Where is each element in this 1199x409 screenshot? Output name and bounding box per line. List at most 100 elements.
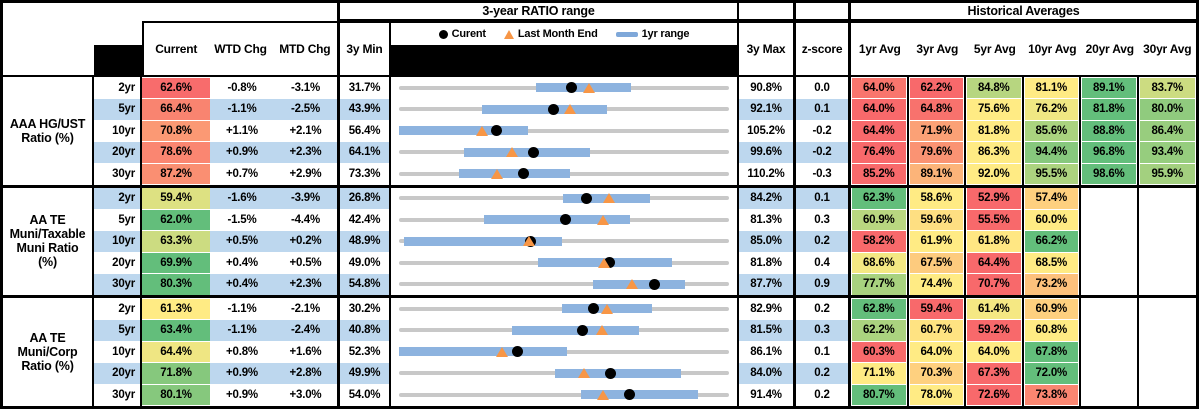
avg-value: 75.6% xyxy=(967,99,1021,120)
range-chart xyxy=(391,187,737,209)
avg-value: 79.6% xyxy=(909,142,963,163)
current-value-cell: 71.8% xyxy=(142,363,210,385)
current-value: 87.2% xyxy=(142,163,210,184)
avg-cell: 62.3% xyxy=(851,187,909,209)
avg-value: 86.4% xyxy=(1139,120,1195,141)
avg-value: 61.9% xyxy=(909,231,963,252)
current-value-cell: 59.4% xyxy=(142,188,210,210)
avg-cell xyxy=(1139,320,1197,342)
divider xyxy=(793,252,796,274)
historical-averages-title: Historical Averages xyxy=(851,3,1196,21)
tenor-label: 2yr xyxy=(94,77,142,99)
avg-value: 64.0% xyxy=(852,77,906,98)
divider xyxy=(737,273,739,295)
wtd-chg-cell: +1.1% xyxy=(226,124,258,137)
last-month-triangle xyxy=(506,147,519,158)
current-value: 69.9% xyxy=(142,252,210,273)
tenor-label: 2yr xyxy=(94,298,142,320)
avg-value: 81.8% xyxy=(967,120,1021,141)
max-3y-cell: 99.6% xyxy=(739,141,793,163)
tenor-label: 20yr xyxy=(94,252,142,274)
mtd-chg-cell: +2.8% xyxy=(274,362,337,384)
z-score-cell: 0.9 xyxy=(796,273,848,295)
mtd-chg-cell: +2.3% xyxy=(274,141,337,163)
divider xyxy=(737,252,739,274)
divider xyxy=(848,319,851,341)
divider xyxy=(337,341,340,363)
z-score-cell: 0.3 xyxy=(814,213,830,226)
avg-value: 58.6% xyxy=(909,188,963,209)
avg-cell: 89.1% xyxy=(909,163,966,185)
divider xyxy=(793,273,796,295)
avg-value: 78.0% xyxy=(909,384,963,405)
avg-value: 73.2% xyxy=(1024,274,1078,295)
avg-value: 94.4% xyxy=(1024,142,1078,163)
current-dot xyxy=(528,146,540,158)
wtd-chg-cell: +0.5% xyxy=(210,230,274,252)
legend-item-last-month: Last Month End xyxy=(503,28,598,40)
wtd-chg-cell: +0.8% xyxy=(226,345,258,358)
divider xyxy=(848,362,851,384)
range-chart xyxy=(391,77,737,99)
legend-black-band xyxy=(391,45,737,75)
last-month-triangle-icon xyxy=(503,29,514,39)
avg-cell: 73.2% xyxy=(1024,273,1081,295)
avg-value: 92.0% xyxy=(967,163,1021,184)
avg-cell: 70.7% xyxy=(966,273,1024,295)
divider xyxy=(389,21,391,75)
avg-cell: 95.5% xyxy=(1024,163,1081,185)
avg-cell xyxy=(1081,273,1139,295)
one-year-range-bar xyxy=(399,347,567,357)
avg-value: 61.8% xyxy=(967,231,1021,252)
avg-cell xyxy=(1081,252,1139,274)
avg-cell xyxy=(1081,384,1139,406)
divider xyxy=(337,209,340,231)
divider xyxy=(389,98,391,120)
mtd-chg-cell: -3.9% xyxy=(274,187,337,209)
divider xyxy=(848,120,851,142)
avg-value: 73.8% xyxy=(1024,384,1078,405)
range-line xyxy=(399,239,729,244)
header-top-empty-max xyxy=(739,3,796,21)
divider xyxy=(848,298,851,320)
current-value: 64.4% xyxy=(142,341,210,362)
min-3y-cell: 48.9% xyxy=(340,230,389,252)
avg-cell: 68.5% xyxy=(1024,252,1081,274)
max-3y-cell: 81.8% xyxy=(750,256,782,269)
current-dot-icon xyxy=(438,29,448,39)
header-cwm-box: Current WTD Chg MTD Chg xyxy=(142,21,337,75)
current-value: 66.4% xyxy=(142,99,210,120)
table-row: 10yr 63.3% +0.5% +0.2% 48.9% 85.0% 0.2 58.2% 61.… xyxy=(94,230,1196,252)
col-header-1yr-avg: 1yr Avg xyxy=(858,42,901,56)
range-chart xyxy=(391,362,737,384)
group-separator xyxy=(3,295,1196,298)
current-value: 62.0% xyxy=(142,209,210,230)
z-score-cell: -0.3 xyxy=(812,167,832,180)
current-value-cell: 61.3% xyxy=(142,298,210,320)
avg-value: 74.4% xyxy=(909,274,963,295)
divider xyxy=(337,384,340,406)
avg-cell: 95.9% xyxy=(1139,163,1197,185)
mtd-chg-cell: +2.3% xyxy=(274,273,337,295)
max-3y-cell: 92.1% xyxy=(739,98,793,120)
avg-value: 62.2% xyxy=(909,77,963,98)
col-header-mtd-chg: MTD Chg xyxy=(279,42,331,56)
avg-value: 77.7% xyxy=(852,274,906,295)
wtd-chg-cell: -1.1% xyxy=(210,319,274,341)
avg-cell: 98.6% xyxy=(1081,163,1139,185)
avg-cell: 64.8% xyxy=(909,98,966,120)
table-row: 20yr 71.8% +0.9% +2.8% 49.9% 84.0% 0.2 71.1% 70.… xyxy=(94,362,1196,385)
avg-value: 62.2% xyxy=(852,320,906,341)
divider xyxy=(389,341,391,363)
min-3y-cell: 31.7% xyxy=(348,81,381,94)
divider xyxy=(737,341,739,363)
tenor-label: 30yr xyxy=(94,384,142,406)
avg-cell: 73.8% xyxy=(1024,384,1081,406)
tenor-label: 5yr xyxy=(94,98,142,120)
avg-cell xyxy=(1081,187,1139,209)
avg-cell: 81.8% xyxy=(966,120,1024,142)
avg-cell: 83.7% xyxy=(1139,77,1197,99)
avg-cell: 94.4% xyxy=(1024,141,1081,163)
avg-value: 60.3% xyxy=(852,341,906,362)
divider xyxy=(389,209,391,231)
